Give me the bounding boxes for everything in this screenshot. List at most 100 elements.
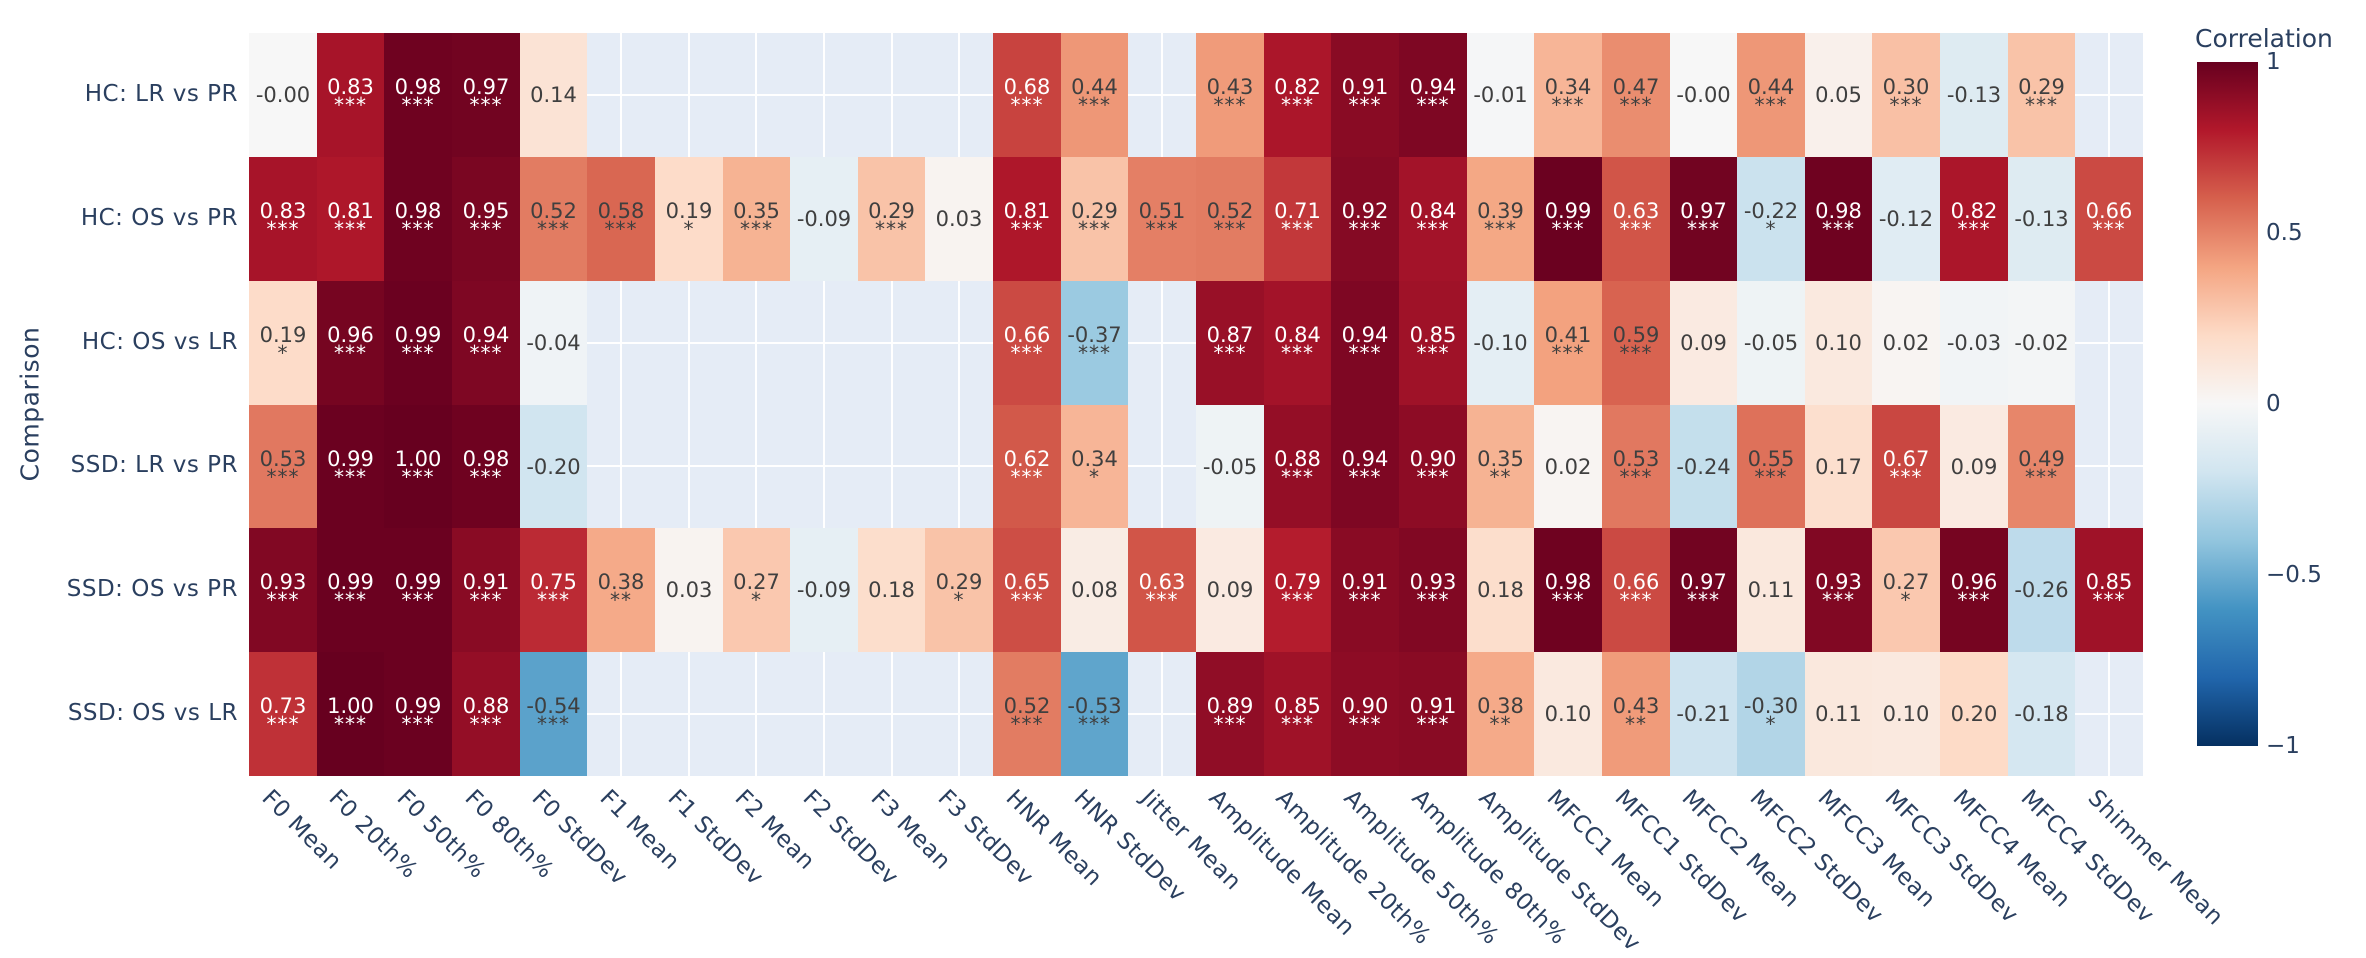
y-tick-label: SSD: LR vs PR [70, 452, 238, 479]
heatmap-cell: 0.62 *** [993, 405, 1061, 528]
heatmap-cell: 0.29 *** [2008, 33, 2075, 157]
cell-value: 0.85 [2085, 570, 2133, 594]
heatmap-cell: 0.82 *** [1264, 33, 1331, 157]
y-tick-label: SSD: OS vs LR [67, 700, 238, 727]
heatmap-cell: 0.81 *** [993, 157, 1061, 281]
cell-significance: *** [469, 588, 503, 612]
cell-value: 1.00 [394, 446, 442, 471]
cell-value: 0.43 [1206, 75, 1254, 99]
heatmap-plot-area[interactable]: -0.00 0.83 *** 0.98 *** 0.97 *** 0.14 0.68 *** 0.4… [249, 33, 2143, 776]
heatmap-cell: 0.96 *** [1940, 528, 2008, 652]
heatmap-cell: 0.99 *** [384, 281, 452, 405]
cell-significance: *** [334, 341, 367, 365]
cell-value: -0.37 [1067, 323, 1122, 347]
cell-significance: *** [1348, 93, 1382, 117]
cell-significance: *** [401, 217, 435, 241]
cell-value: -0.13 [2014, 207, 2069, 231]
cell-value: -0.00 [255, 83, 311, 107]
cell-significance: *** [1010, 464, 1044, 489]
heatmap-cell: 0.91 *** [452, 528, 520, 652]
cell-significance: *** [334, 464, 367, 489]
cell-significance: *** [1619, 341, 1653, 365]
heatmap-cell: -0.13 [2008, 157, 2075, 281]
cell-value: -0.12 [1878, 207, 1934, 231]
cell-significance: *** [1145, 588, 1179, 612]
cell-value: 0.38 [1477, 694, 1524, 718]
cell-value: 0.27 [733, 570, 780, 594]
cell-significance: *** [1416, 588, 1450, 612]
cell-value: 0.47 [1612, 75, 1660, 99]
heatmap-cell: 0.43 *** [1196, 33, 1264, 157]
heatmap-cell: 0.29 * [925, 528, 993, 652]
heatmap-cell: 0.97 *** [452, 33, 520, 157]
cell-value: 0.66 [2085, 199, 2133, 223]
heatmap-cell: 0.10 [1534, 652, 1602, 776]
cell-value: 0.53 [259, 446, 307, 471]
cell-significance: *** [334, 712, 367, 736]
cell-value: 0.43 [1612, 694, 1660, 718]
heatmap-cell: 0.19 * [655, 157, 723, 281]
heatmap-cell: 0.66 *** [1602, 528, 1670, 652]
heatmap-cell: 0.82 *** [1940, 157, 2008, 281]
cell-value: 0.19 [259, 323, 307, 347]
cell-significance: *** [1281, 341, 1314, 365]
cell-value: 0.05 [1815, 83, 1862, 107]
cell-value: 0.96 [1950, 570, 1998, 594]
cell-value: 0.93 [1815, 570, 1862, 594]
heatmap-cell: 1.00 *** [317, 652, 384, 776]
cell-significance: * [277, 341, 289, 365]
cell-significance: *** [1281, 93, 1314, 117]
cell-value: 0.83 [327, 75, 374, 99]
cell-significance: *** [469, 93, 503, 117]
heatmap-cell: -0.00 [1670, 33, 1737, 157]
heatmap-cell: 0.99 *** [317, 405, 384, 528]
cell-significance: *** [2025, 93, 2058, 117]
heatmap-cell: 0.63 *** [1602, 157, 1670, 281]
cell-value: 0.27 [1882, 570, 1930, 594]
heatmap-cell: -0.24 [1670, 405, 1737, 528]
cell-value: 0.35 [1477, 446, 1524, 471]
heatmap-cell: -0.05 [1196, 405, 1264, 528]
heatmap-cell: 0.41 *** [1534, 281, 1602, 405]
cell-value: 0.65 [1003, 570, 1051, 594]
colorbar-tick-label: 1 [2266, 49, 2281, 75]
cell-significance: *** [1213, 93, 1247, 117]
cell-significance: *** [1281, 712, 1314, 736]
cell-value: 0.17 [1815, 454, 1862, 479]
cell-value: -0.09 [796, 207, 852, 231]
heatmap-cell: 0.53 *** [1602, 405, 1670, 528]
heatmap-cell: 0.14 [520, 33, 587, 157]
heatmap-cell: -0.54 *** [520, 652, 587, 776]
cell-significance: *** [1213, 217, 1247, 241]
cell-value: -0.05 [1743, 331, 1799, 355]
heatmap-cell: 0.38 ** [587, 528, 655, 652]
heatmap-cell: 0.97 *** [1670, 528, 1737, 652]
cell-value: 0.18 [868, 578, 915, 602]
heatmap-cell: 0.94 *** [1399, 33, 1467, 157]
heatmap-cell: 0.49 *** [2008, 405, 2075, 528]
heatmap-cell: 0.98 *** [384, 157, 452, 281]
cell-significance: *** [2092, 588, 2126, 612]
cell-significance: ** [1489, 464, 1512, 489]
heatmap-cell: -0.01 [1467, 33, 1534, 157]
cell-significance: *** [1010, 341, 1044, 365]
heatmap-cell: 0.81 *** [317, 157, 384, 281]
cell-value: -0.05 [1202, 454, 1258, 479]
cell-significance: *** [1416, 712, 1450, 736]
heatmap-cell: 0.59 *** [1602, 281, 1670, 405]
heatmap-cell: 0.87 *** [1196, 281, 1264, 405]
cell-value: 0.10 [1544, 702, 1592, 726]
cell-significance: *** [1551, 341, 1585, 365]
cell-value: -0.13 [1946, 83, 2002, 107]
heatmap-cell: -0.21 [1670, 652, 1737, 776]
cell-value: 0.58 [597, 199, 645, 223]
cell-significance: *** [1889, 93, 1923, 117]
cell-significance: *** [1822, 217, 1855, 241]
cell-value: 0.34 [1544, 75, 1592, 99]
cell-value: 0.49 [2018, 446, 2065, 471]
cell-significance: *** [1551, 588, 1585, 612]
heatmap-cell: -0.05 [1737, 281, 1805, 405]
heatmap-cell: 0.84 *** [1264, 281, 1331, 405]
heatmap-cell: 0.52 *** [993, 652, 1061, 776]
cell-significance: *** [1010, 93, 1044, 117]
